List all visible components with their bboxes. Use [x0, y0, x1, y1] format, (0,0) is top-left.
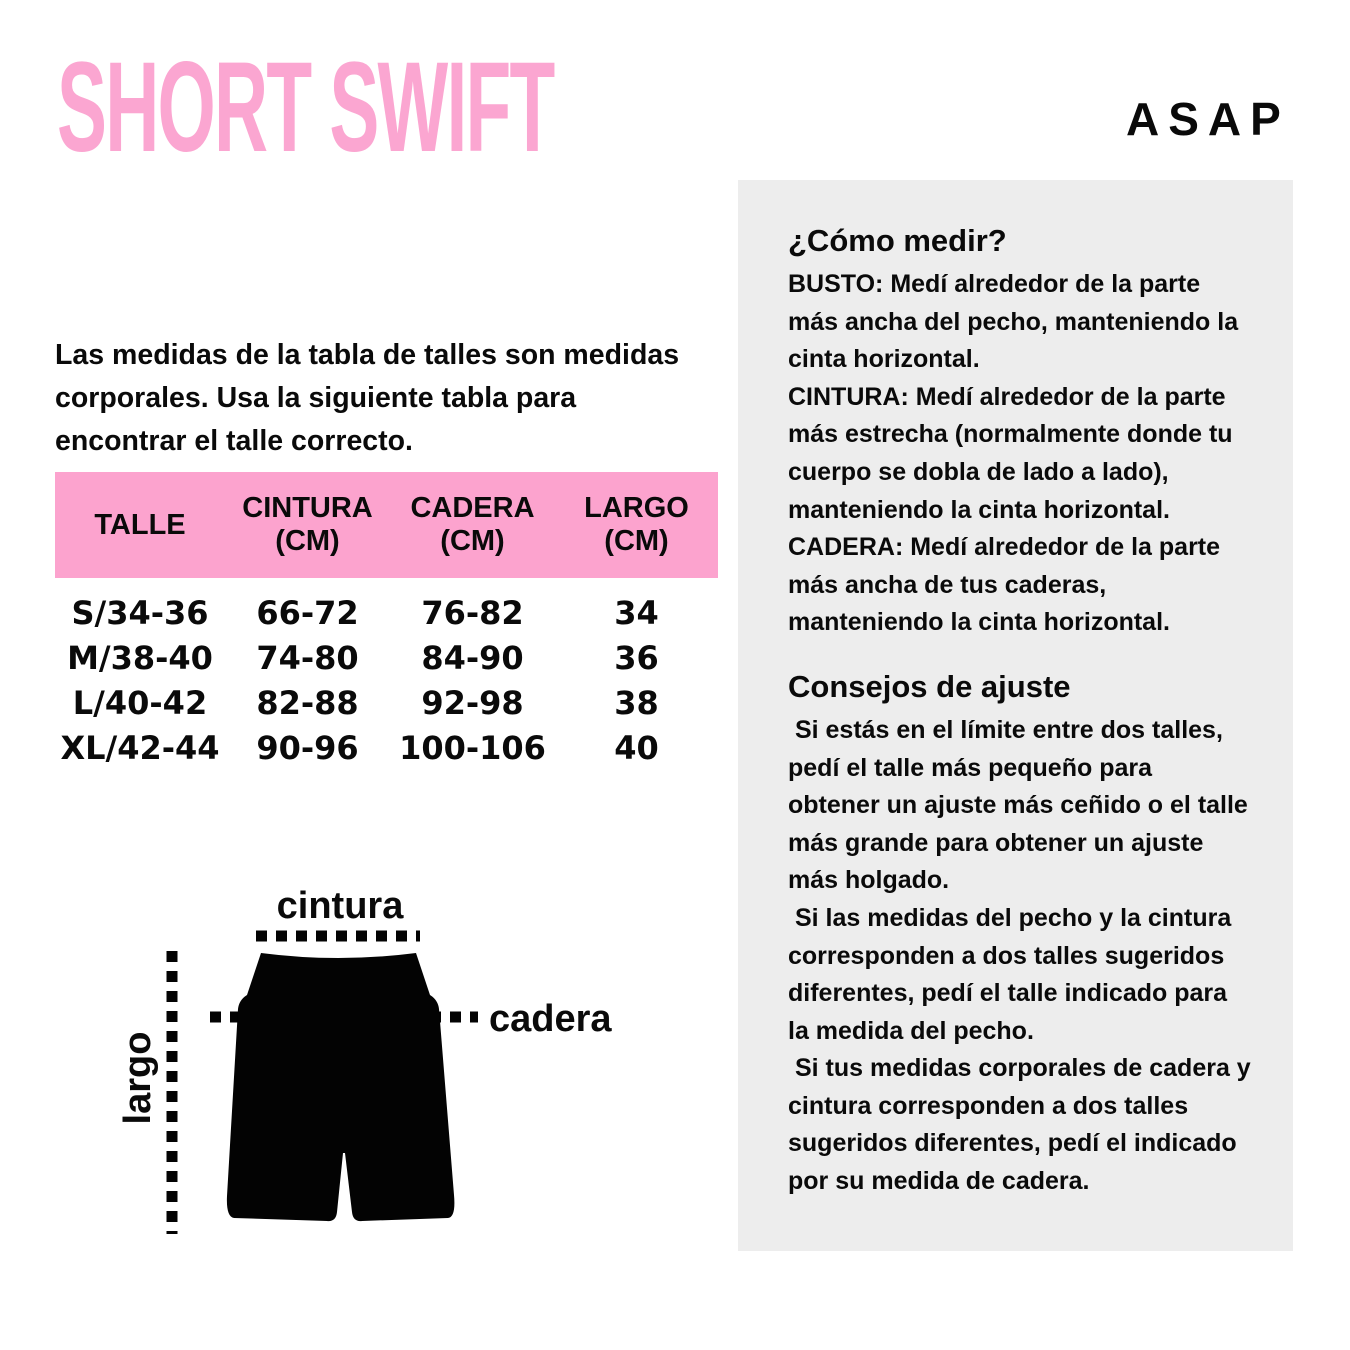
table-cell-waist: 82-88	[256, 683, 359, 722]
table-cell-length: 34	[614, 593, 659, 632]
column-label: LARGO	[584, 492, 689, 524]
table-cell-size: L/40-42	[72, 683, 208, 722]
table-cell-waist: 74-80	[256, 638, 359, 677]
hip-label: cadera	[489, 998, 612, 1040]
fit-tips-text: Si estás en el límite entre dos talles, …	[788, 715, 1251, 1196]
intro-text: Las medidas de la tabla de talles son me…	[55, 339, 680, 457]
how-to-measure-heading: ¿Cómo medir?	[788, 223, 1007, 258]
table-cell-hip: 92-98	[421, 683, 524, 722]
how-to-measure-text: BUSTO: Medí alrededor de la parte más an…	[788, 270, 1239, 637]
table-cell-length: 38	[614, 683, 659, 722]
column-header-largo: LARGO (CM)	[555, 492, 718, 558]
brand-logo: ASAP	[1126, 93, 1290, 145]
table-cell-waist: 66-72	[256, 593, 359, 632]
column-header-cintura: CINTURA (CM)	[225, 492, 390, 558]
column-header-talle: TALLE	[55, 509, 225, 542]
table-cell-hip: 100-106	[399, 728, 546, 767]
table-cell-waist: 90-96	[256, 728, 359, 767]
size-table-header: TALLE CINTURA (CM) CADERA (CM) LARGO (CM…	[55, 472, 718, 578]
length-label: largo	[117, 1032, 159, 1125]
table-cell-hip: 76-82	[421, 593, 524, 632]
waist-label: cintura	[277, 885, 405, 927]
column-unit: (CM)	[604, 525, 669, 557]
table-cell-length: 36	[614, 638, 659, 677]
table-cell-size: XL/42-44	[60, 728, 220, 767]
column-label: TALLE	[94, 508, 186, 541]
page-title: SHORT SWIFT	[57, 36, 555, 179]
table-cell-size: S/34-36	[71, 593, 209, 632]
table-cell-hip: 84-90	[421, 638, 524, 677]
size-table-body: S/34-36 66-72 76-82 34 M/38-40 74-80 84-…	[55, 590, 718, 770]
measuring-info-panel: ¿Cómo medir? BUSTO: Medí alrededor de la…	[738, 180, 1293, 1251]
column-unit: (CM)	[440, 525, 505, 557]
shorts-silhouette	[226, 953, 455, 1222]
table-cell-length: 40	[614, 728, 659, 767]
shorts-measurement-diagram: cintura cadera largo	[117, 885, 612, 1234]
column-unit: (CM)	[275, 525, 340, 557]
table-cell-size: M/38-40	[67, 638, 213, 677]
fit-tips-heading: Consejos de ajuste	[788, 668, 1071, 704]
column-label: CINTURA	[242, 492, 373, 524]
column-header-cadera: CADERA (CM)	[390, 492, 555, 558]
column-label: CADERA	[410, 492, 535, 524]
